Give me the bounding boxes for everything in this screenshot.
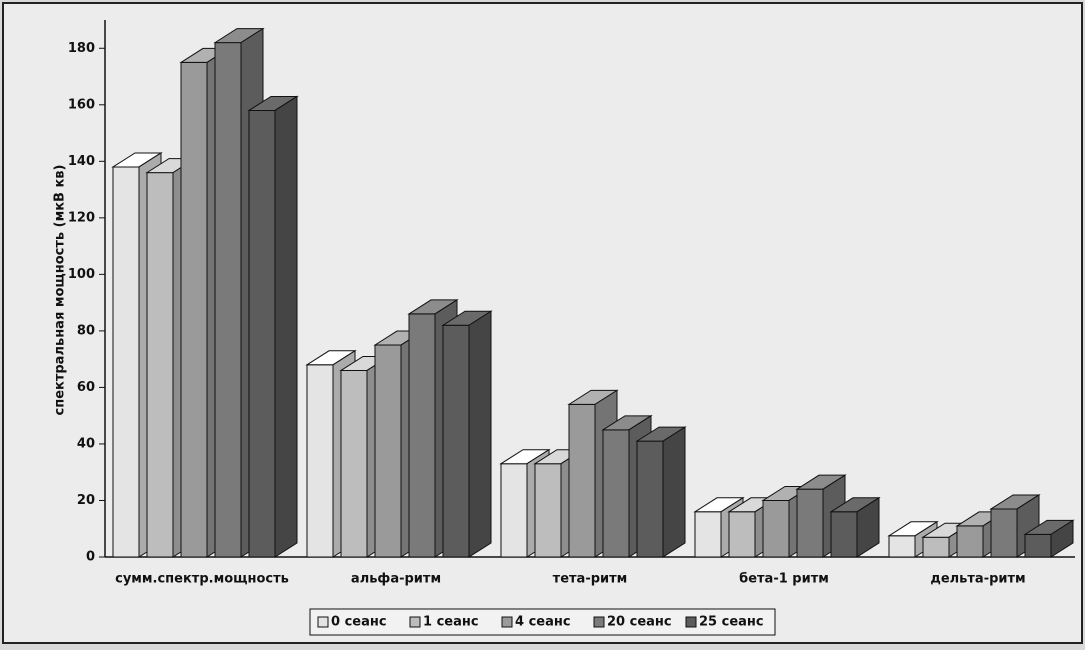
legend-swatch: [409, 616, 421, 628]
bar: [922, 536, 950, 558]
bar-side: [1050, 519, 1074, 558]
legend-label: 1 сеанс: [423, 615, 479, 630]
legend-swatch: [593, 616, 605, 628]
bar: [762, 499, 790, 558]
bar: [214, 42, 242, 558]
bar-side: [662, 426, 686, 558]
bar: [1024, 533, 1052, 558]
y-axis-label: спектральная мощность (мкВ кв): [53, 165, 68, 416]
y-tick-label: 100: [68, 267, 95, 282]
bar: [728, 511, 756, 558]
y-tick-label: 20: [77, 493, 95, 508]
bar-side: [274, 95, 298, 558]
y-tick-label: 180: [68, 41, 95, 56]
bar: [408, 313, 436, 558]
y-tick-label: 140: [68, 154, 95, 169]
y-tick-label: 120: [68, 210, 95, 225]
x-tick-label: дельта-ритм: [930, 572, 1025, 587]
bar: [602, 429, 630, 558]
bar: [146, 172, 174, 558]
bar: [990, 508, 1018, 558]
bar: [888, 535, 916, 558]
bar: [534, 463, 562, 558]
bar: [830, 511, 858, 558]
x-tick-label: сумм.спектр.мощность: [115, 572, 289, 587]
bar: [442, 324, 470, 558]
x-tick-label: альфа-ритм: [351, 572, 441, 587]
x-tick-label: бета-1 ритм: [739, 572, 829, 587]
bar-side: [856, 496, 880, 558]
legend-box: [309, 608, 776, 636]
legend-label: 4 сеанс: [515, 615, 571, 630]
bar: [306, 364, 334, 558]
legend: 0 сеанс 1 сеанс 4 сеанс 20 сеанс 25 сеанс: [309, 608, 776, 636]
bar: [796, 488, 824, 558]
bar: [568, 403, 596, 558]
y-tick-label: 160: [68, 97, 95, 112]
bar: [248, 109, 276, 558]
legend-label: 20 сеанс: [607, 615, 672, 630]
bar: [374, 344, 402, 558]
bar: [180, 61, 208, 558]
y-tick-label: 40: [77, 436, 95, 451]
y-tick-label: 60: [77, 380, 95, 395]
legend-swatch: [685, 616, 697, 628]
bar: [340, 369, 368, 558]
legend-label: 25 сеанс: [699, 615, 764, 630]
bar: [112, 166, 140, 558]
bar: [956, 525, 984, 558]
bar: [636, 440, 664, 558]
legend-swatch: [317, 616, 329, 628]
x-tick-label: тета-ритм: [553, 572, 628, 587]
bar-side: [468, 310, 492, 558]
legend-label: 0 сеанс: [331, 615, 387, 630]
y-tick-label: 80: [77, 323, 95, 338]
y-tick-label: 0: [86, 550, 95, 565]
legend-swatch: [501, 616, 513, 628]
bar: [694, 511, 722, 558]
bar: [500, 463, 528, 558]
